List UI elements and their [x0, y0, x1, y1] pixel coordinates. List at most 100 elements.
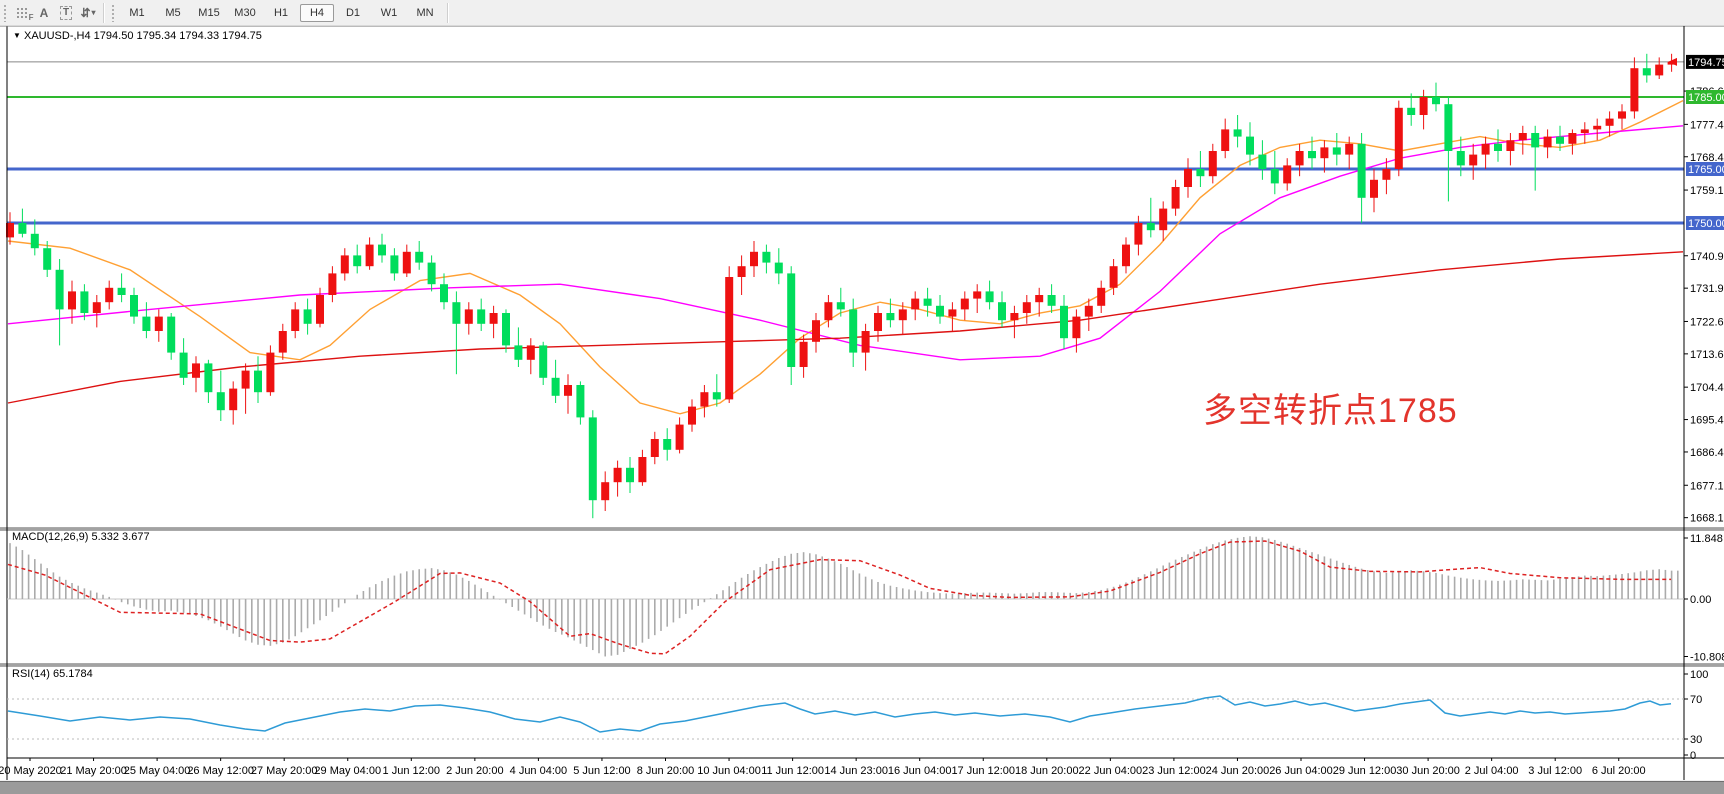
candle-body [142, 316, 151, 331]
candle-body [464, 309, 473, 324]
candle-body [1035, 295, 1044, 303]
text-label-icon[interactable]: T [55, 3, 77, 23]
price-tick-label: 1759.15 [1690, 185, 1724, 197]
candle-body [650, 439, 659, 457]
rsi-tick-label: 30 [1690, 734, 1702, 746]
timeframe-button-group: M1 M5 M15 M30 H1 H4 D1 W1 MN [119, 3, 443, 22]
timeframe-button-d1[interactable]: D1 [345, 6, 361, 19]
candle-body [1047, 295, 1056, 306]
candle-body [663, 439, 672, 450]
candle-body [1518, 133, 1527, 141]
candle-body [1283, 165, 1292, 184]
timeframe-button-h4[interactable]: H4 [300, 3, 334, 22]
toolbar-grip[interactable] [3, 3, 8, 22]
hline-badge-label: 1785.00 [1688, 92, 1724, 104]
candle-body [688, 406, 696, 425]
candle-body [1642, 68, 1651, 76]
templates-grid-icon[interactable]: F [11, 3, 34, 23]
time-tick-label: 11 Jun 12:00 [761, 765, 824, 777]
chevron-down-icon: ▾ [91, 8, 96, 17]
candle-body [836, 302, 845, 310]
candle-body [787, 273, 796, 367]
candle-body [948, 309, 957, 317]
candle-body [1506, 140, 1515, 151]
candle-body [613, 467, 622, 483]
candle-body [985, 291, 994, 303]
collapse-triangle-icon[interactable]: ▼ [13, 31, 21, 40]
time-tick-label: 10 Jun 04:00 [697, 765, 761, 777]
candle-body [1357, 143, 1366, 198]
time-tick-label: 29 Jun 12:00 [1333, 765, 1397, 777]
candle-body [1010, 313, 1019, 321]
candle-body [1531, 133, 1540, 148]
status-bar [0, 781, 1724, 794]
panel-splitter[interactable] [0, 528, 1724, 530]
candle-body [1630, 68, 1639, 112]
toolbar-separator [103, 2, 104, 23]
candle-body [874, 313, 882, 331]
candle-body [514, 345, 523, 360]
timeframe-button-m5[interactable]: M5 [165, 6, 181, 19]
candle-body [1370, 179, 1378, 198]
candle-body [936, 305, 944, 317]
candle-body [1432, 97, 1440, 105]
timeframe-button-m15[interactable]: M15 [198, 6, 220, 19]
candle-body [452, 302, 461, 324]
candle-body [1171, 187, 1180, 209]
candle-body [365, 244, 374, 267]
rsi-tick-label: 70 [1690, 694, 1702, 706]
candle-body [638, 457, 647, 483]
timeframe-button-m30[interactable]: M30 [234, 6, 256, 19]
price-tick-label: 1768.40 [1690, 152, 1724, 164]
insert-text-icon[interactable]: A [39, 5, 49, 20]
draw-objects-icon[interactable]: ⇵ ▾ [80, 5, 96, 20]
macd-histogram [9, 536, 1679, 657]
macd-signal-line [7, 540, 1672, 655]
candle-body [737, 266, 746, 277]
time-tick-label: 2 Jul 04:00 [1465, 765, 1519, 777]
candle-body [1543, 136, 1552, 148]
macd-tick-label: 0.00 [1690, 594, 1711, 606]
candle-body [1097, 287, 1106, 306]
candle-body [911, 298, 920, 310]
candle-body [1221, 129, 1230, 151]
candle-body [1072, 316, 1081, 339]
timeframe-button-mn[interactable]: MN [416, 6, 434, 19]
candle-body [328, 273, 337, 295]
candle-body [1593, 125, 1602, 130]
candle-body [179, 352, 188, 378]
candle-body [241, 370, 250, 389]
candle-body [973, 291, 982, 299]
timeframe-button-m1[interactable]: M1 [129, 6, 145, 19]
hline-badge [1686, 162, 1724, 176]
time-tick-label: 18 Jun 20:00 [1015, 765, 1079, 777]
candle-body [502, 313, 510, 346]
current-price-badge [1686, 54, 1724, 69]
time-tick-label: 30 Jun 20:00 [1396, 765, 1460, 777]
time-tick-label: 5 Jun 12:00 [573, 765, 631, 777]
timeframe-button-h1[interactable]: H1 [273, 6, 289, 19]
rsi-tick-label: 0 [1690, 750, 1696, 762]
candle-body [1184, 169, 1192, 187]
toolbar-grip[interactable] [111, 3, 116, 22]
candle-body [576, 385, 585, 418]
time-tick-label: 6 Jul 20:00 [1592, 765, 1646, 777]
timeframe-button-w1[interactable]: W1 [380, 6, 398, 19]
candle-body [105, 287, 114, 303]
panel-splitter[interactable] [0, 664, 1724, 666]
macd-tick-label: -10.808 [1690, 651, 1724, 663]
candle-body [117, 287, 126, 295]
candle-body [1494, 143, 1502, 151]
chart-annotation-text[interactable]: 多空转折点1785 [1203, 392, 1458, 430]
candle-body [1122, 244, 1130, 267]
price-tick-label: 1777.40 [1690, 119, 1724, 131]
candle-body [6, 223, 14, 238]
price-tick-label: 1695.40 [1690, 415, 1724, 427]
candle-body [799, 341, 808, 367]
candle-body [1233, 129, 1242, 137]
candle-body [266, 352, 275, 393]
candle-body [712, 392, 721, 400]
candle-body [477, 309, 486, 324]
candle-body [1456, 151, 1465, 166]
